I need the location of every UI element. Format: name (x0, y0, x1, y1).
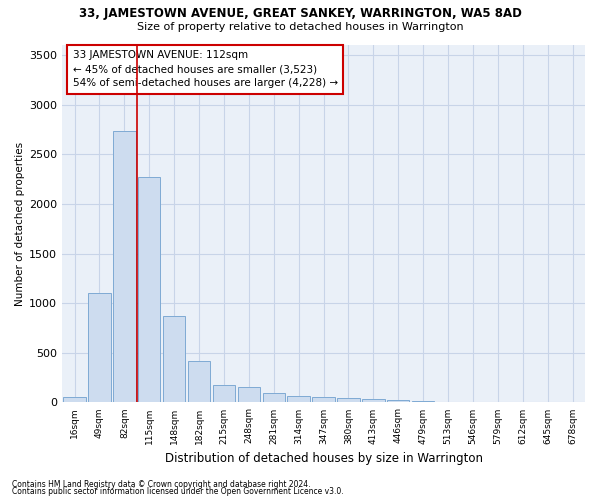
Bar (188, 361, 210, 403)
Y-axis label: Number of detached properties: Number of detached properties (15, 142, 25, 306)
Bar (263, 393, 285, 402)
Bar (213, 384, 235, 402)
Bar (113, 132, 136, 402)
Bar (362, 400, 385, 402)
Text: 33 JAMESTOWN AVENUE: 112sqm
← 45% of detached houses are smaller (3,523)
54% of : 33 JAMESTOWN AVENUE: 112sqm ← 45% of det… (73, 50, 338, 88)
Bar (313, 398, 335, 402)
Bar (88, 293, 111, 403)
Bar (287, 396, 310, 402)
Text: 33, JAMESTOWN AVENUE, GREAT SANKEY, WARRINGTON, WA5 8AD: 33, JAMESTOWN AVENUE, GREAT SANKEY, WARR… (79, 8, 521, 20)
Text: Contains public sector information licensed under the Open Government Licence v3: Contains public sector information licen… (12, 487, 344, 496)
Bar (238, 386, 260, 402)
Bar (337, 398, 359, 402)
Text: Contains HM Land Registry data © Crown copyright and database right 2024.: Contains HM Land Registry data © Crown c… (12, 480, 311, 489)
X-axis label: Distribution of detached houses by size in Warrington: Distribution of detached houses by size … (164, 452, 482, 465)
Bar (163, 316, 185, 402)
Bar (138, 177, 160, 402)
Bar (64, 397, 86, 402)
Bar (412, 400, 434, 402)
Text: Size of property relative to detached houses in Warrington: Size of property relative to detached ho… (137, 22, 463, 32)
Bar (387, 400, 409, 402)
